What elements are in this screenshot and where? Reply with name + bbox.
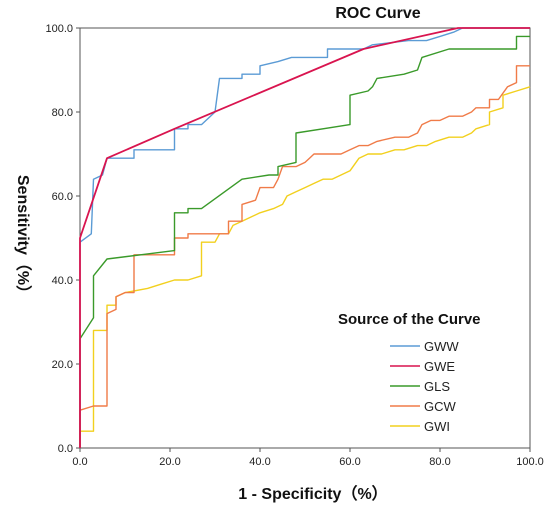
x-tick-label: 100.0	[516, 456, 544, 468]
legend: Source of the Curve GWW GWE GLS GCW GWI	[338, 311, 481, 434]
x-tick-label: 60.0	[339, 456, 360, 468]
y-tick-label: 100.0	[45, 23, 73, 35]
legend-title: Source of the Curve	[338, 311, 481, 328]
y-tick-label: 0.0	[58, 443, 73, 455]
series-line-gcw	[79, 65, 530, 448]
legend-label-gwi: GWI	[424, 419, 450, 434]
legend-label-gcw: GCW	[424, 399, 457, 414]
series-lines	[79, 27, 531, 448]
y-tick-label: 60.0	[52, 191, 73, 203]
legend-label-gww: GWW	[424, 339, 459, 354]
y-tick-label: 80.0	[52, 107, 73, 119]
series-line-gww	[79, 27, 530, 448]
y-axis-title: Sensitivity（%）	[14, 175, 32, 301]
axes	[79, 27, 531, 449]
chart-title: ROC Curve	[335, 5, 420, 22]
x-axis-title: 1 - Specificity（%）	[238, 485, 387, 503]
y-tick-label: 20.0	[52, 359, 73, 371]
x-tick-label: 40.0	[249, 456, 270, 468]
x-tick-label: 0.0	[72, 456, 87, 468]
plot-frame	[79, 27, 531, 449]
series-line-gwe	[79, 27, 530, 448]
y-tick-label: 40.0	[52, 275, 73, 287]
x-tick-label: 80.0	[429, 456, 450, 468]
series-line-gls	[79, 35, 530, 448]
x-tick-label: 20.0	[159, 456, 180, 468]
tick-labels: 0.0 20.0 40.0 60.0 80.0 100.0 0.0 20.0 40.0 60.0 8…	[45, 23, 543, 468]
legend-label-gwe: GWE	[424, 359, 455, 374]
legend-label-gls: GLS	[424, 379, 450, 394]
